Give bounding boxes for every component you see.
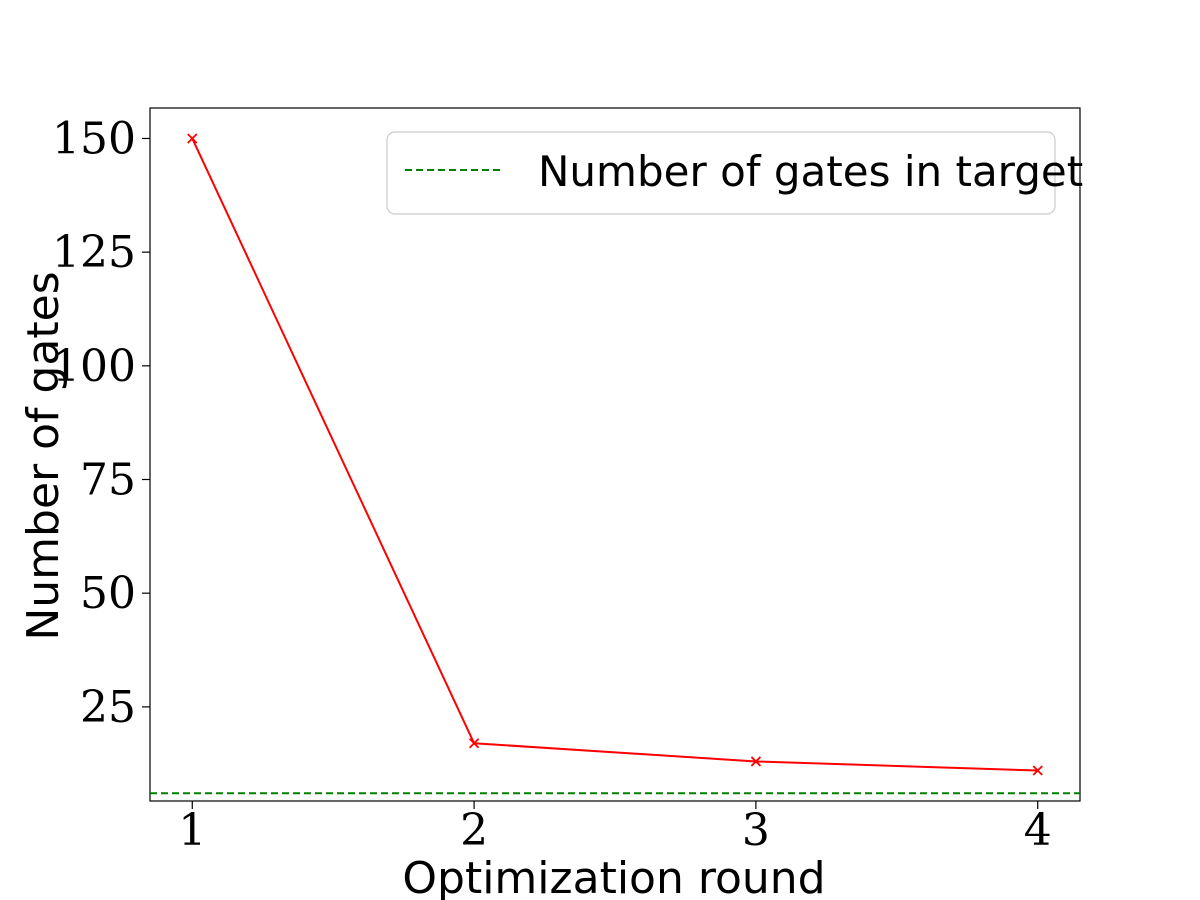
data-point-marker: [750, 756, 762, 767]
x-tick-label: 1: [178, 805, 206, 856]
data-point-marker: [468, 738, 480, 749]
y-tick-label: 100: [52, 341, 136, 392]
legend-box: [386, 131, 1056, 215]
data-point-marker: [1032, 765, 1043, 776]
x-tick-label: 3: [742, 805, 770, 856]
data-point-marker: [187, 133, 198, 144]
legend-label-reference-line: Number of gates in target: [538, 147, 1083, 196]
x-tick-label: 4: [1024, 805, 1052, 856]
x-axis-label: Optimization round: [402, 853, 825, 900]
y-tick-label: 50: [80, 568, 136, 619]
y-axis-ticks: 25 50 75 100 125 150: [52, 113, 150, 733]
y-tick-label: 150: [52, 113, 136, 164]
x-axis-ticks: 1 2 3 4: [178, 801, 1052, 856]
y-tick-label: 125: [52, 227, 136, 278]
y-axis-label: Number of gates: [18, 271, 69, 640]
legend: Number of gates in target: [386, 131, 1083, 215]
series-line: [191, 138, 1038, 772]
y-tick-label: 75: [80, 455, 136, 506]
plot-area: [149, 107, 1081, 802]
y-tick-label: 25: [80, 682, 136, 733]
series-layer: [187, 133, 1043, 776]
x-tick-label: 2: [460, 805, 488, 856]
